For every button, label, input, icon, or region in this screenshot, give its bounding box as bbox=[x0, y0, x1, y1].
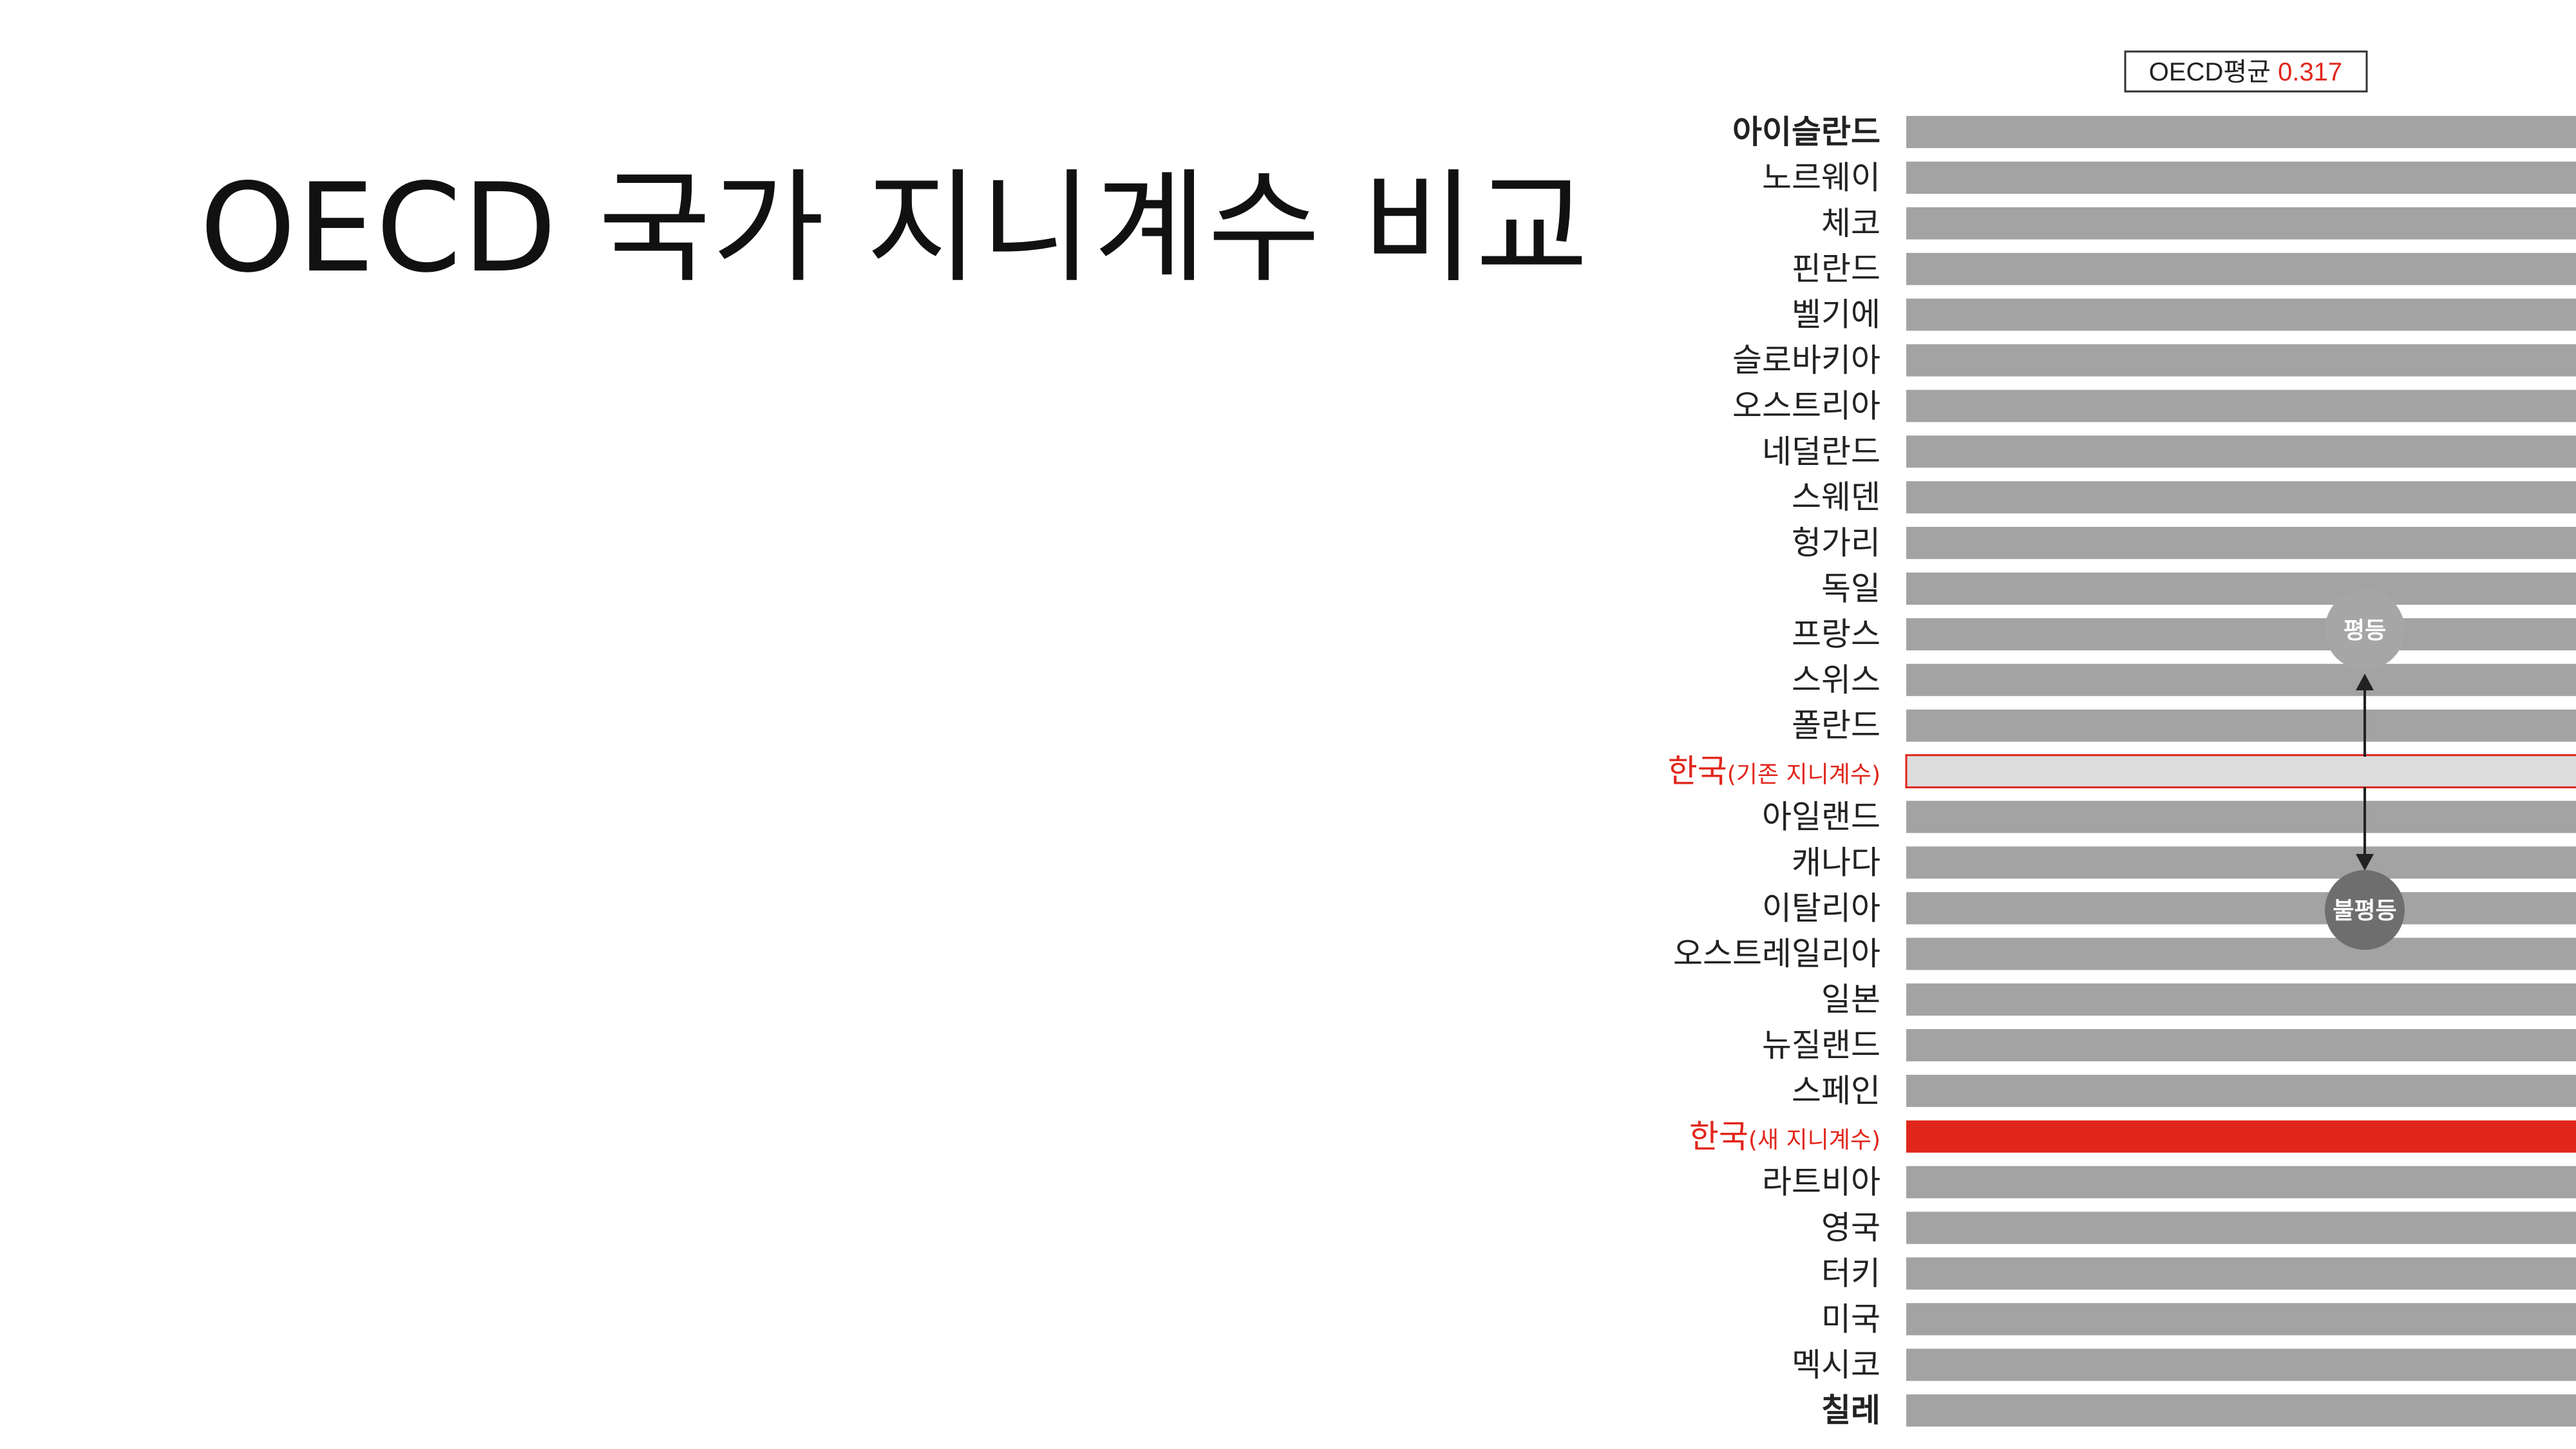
bar bbox=[1906, 1029, 2576, 1061]
up-arrow-icon bbox=[2356, 674, 2374, 690]
bar bbox=[1906, 1120, 2576, 1153]
bar bbox=[1906, 1257, 2576, 1290]
category-label: 캐나다 bbox=[1792, 844, 1880, 881]
category-label: 독일 bbox=[1821, 570, 1880, 607]
category-label: 스웨덴 bbox=[1792, 478, 1880, 516]
category-label: 뉴질랜드 bbox=[1762, 1027, 1880, 1064]
category-label: 네덜란드 bbox=[1762, 433, 1880, 470]
bar bbox=[1906, 938, 2576, 971]
down-arrow-icon bbox=[2356, 854, 2374, 871]
bar bbox=[1906, 527, 2576, 560]
equal-label: 평등 bbox=[2344, 618, 2386, 644]
unequal-indicator-circle bbox=[2325, 870, 2405, 950]
category-label: 스페인 bbox=[1792, 1072, 1880, 1110]
category-label: 멕시코 bbox=[1792, 1346, 1880, 1383]
category-label: 한국(기존 지니계수) bbox=[1668, 753, 1880, 790]
bar bbox=[1906, 1166, 2576, 1198]
unequal-label: 불평등 bbox=[2333, 898, 2396, 924]
bar bbox=[1906, 800, 2576, 833]
bar bbox=[1906, 1349, 2576, 1381]
bar bbox=[1906, 344, 2576, 377]
category-label: 슬로바키아 bbox=[1732, 342, 1880, 379]
bar bbox=[1906, 161, 2576, 194]
category-label: 일본 bbox=[1821, 981, 1880, 1018]
bar bbox=[1906, 1074, 2576, 1107]
category-label: 미국 bbox=[1821, 1300, 1880, 1338]
bar bbox=[1906, 1303, 2576, 1336]
category-label: 프랑스 bbox=[1792, 616, 1880, 653]
bar bbox=[1906, 892, 2576, 925]
category-label: 이탈리아 bbox=[1762, 889, 1880, 927]
bar bbox=[1906, 1211, 2576, 1244]
category-label: 벨기에 bbox=[1792, 296, 1880, 334]
category-label: 칠레 bbox=[1821, 1392, 1880, 1429]
bar bbox=[1906, 390, 2576, 422]
category-label: 아이슬란드 bbox=[1732, 113, 1880, 151]
bar bbox=[1906, 1394, 2576, 1427]
category-label: 터키 bbox=[1821, 1255, 1880, 1293]
category-label: 영국 bbox=[1821, 1209, 1880, 1247]
category-label: 오스트레일리아 bbox=[1673, 935, 1880, 972]
page-title: OECD 국가 지니계수 비교 bbox=[200, 157, 1590, 299]
bar bbox=[1906, 252, 2576, 285]
bar bbox=[1906, 709, 2576, 742]
category-label: 헝가리 bbox=[1792, 524, 1880, 562]
bar bbox=[1906, 481, 2576, 514]
bar bbox=[1906, 116, 2576, 148]
bar bbox=[1906, 435, 2576, 468]
category-label: 한국(새 지니계수) bbox=[1689, 1118, 1880, 1155]
category-label: 아일랜드 bbox=[1762, 799, 1880, 836]
category-label: 라트비아 bbox=[1762, 1164, 1880, 1201]
category-label: 핀란드 bbox=[1792, 251, 1880, 288]
category-label: 노르웨이 bbox=[1762, 159, 1880, 196]
bar bbox=[1905, 754, 2576, 789]
bar bbox=[1906, 573, 2576, 605]
bar bbox=[1906, 618, 2576, 650]
oecd-average-box bbox=[2124, 50, 2368, 93]
bar bbox=[1906, 298, 2576, 331]
bar bbox=[1906, 663, 2576, 696]
category-label: 체코 bbox=[1821, 205, 1880, 242]
equal-indicator-circle bbox=[2325, 590, 2405, 670]
bar bbox=[1906, 207, 2576, 240]
bar bbox=[1906, 846, 2576, 879]
category-label: 스위스 bbox=[1792, 661, 1880, 699]
bar bbox=[1906, 983, 2576, 1016]
oecd-average-label: OECD평균 0.317 bbox=[2149, 58, 2342, 86]
category-label: 오스트리아 bbox=[1732, 387, 1880, 424]
category-label: 폴란드 bbox=[1792, 707, 1880, 744]
